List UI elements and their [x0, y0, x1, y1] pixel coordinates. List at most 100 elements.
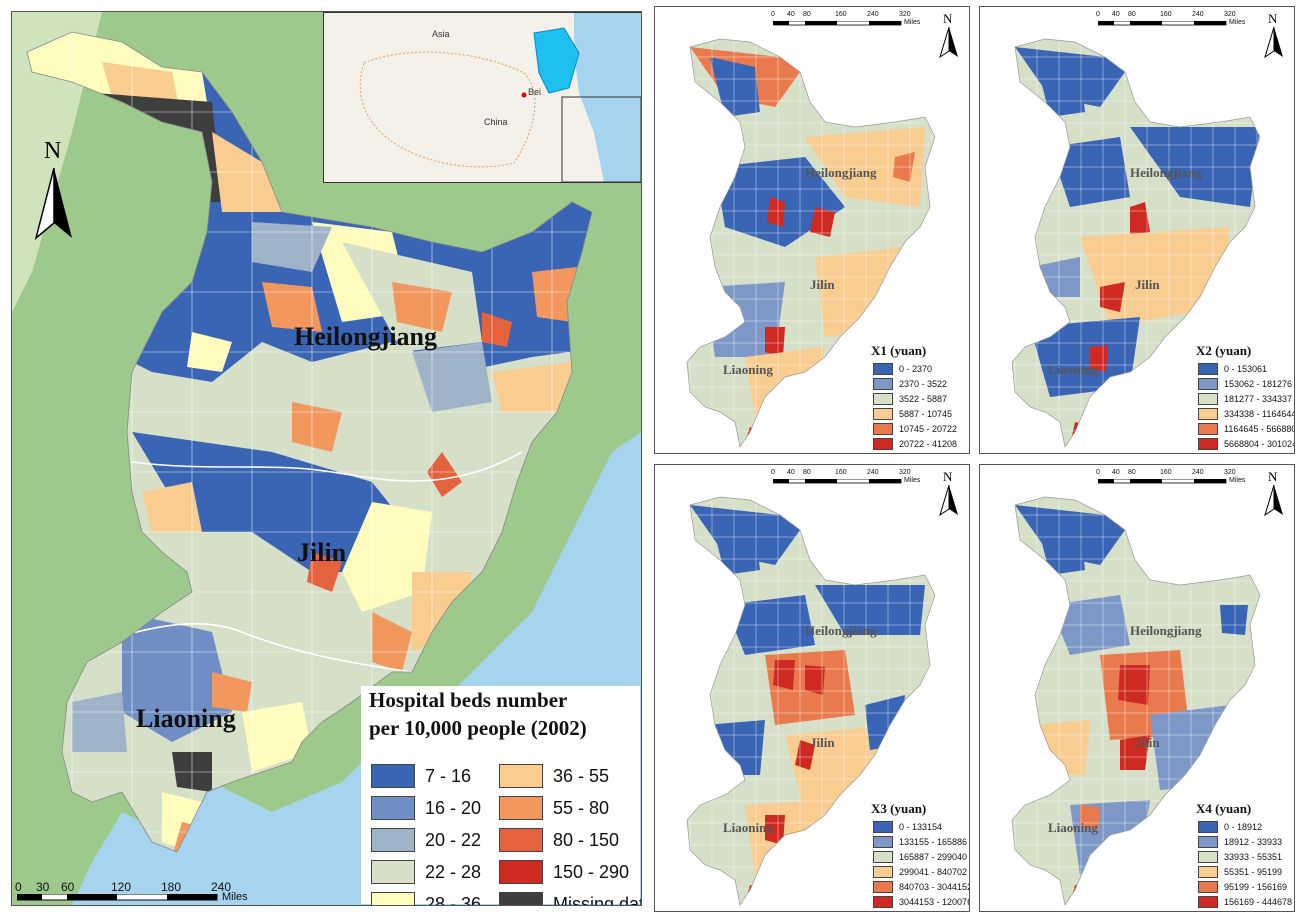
north-arrow-icon: N	[938, 11, 960, 61]
legend-class-row: 55 - 80	[499, 796, 609, 820]
district-patch	[1220, 605, 1248, 635]
legend-label: 16 - 20	[425, 797, 482, 818]
legend-swatch	[873, 851, 893, 863]
district-patch	[1120, 735, 1150, 770]
scale-unit: Miles	[904, 477, 921, 484]
study-area-outline	[686, 496, 936, 906]
small-legend-row: 840703 - 3044152	[873, 881, 970, 893]
district-patch	[767, 197, 785, 227]
legend-label: 3044153 - 12007666	[899, 897, 969, 907]
legend-label: 153062 - 181276	[1224, 379, 1293, 389]
scale-tick-label: 160	[835, 469, 847, 476]
legend-swatch	[1198, 393, 1218, 405]
scale-tick-label: 240	[867, 469, 879, 476]
small-legend-row: 5887 - 10745	[873, 408, 952, 420]
small-legend: X2 (yuan) 0 - 153061 153062 - 181276 181277…	[1176, 341, 1295, 451]
legend-swatch	[1198, 821, 1218, 833]
scale-tick-label: 80	[803, 11, 811, 18]
legend-swatch	[371, 796, 415, 820]
small-legend-row: 1164645 - 5668803	[1198, 423, 1294, 435]
small-legend-row: 95199 - 156169	[1198, 881, 1287, 893]
scale-tick-label: 0	[1096, 11, 1100, 18]
scale-tick-label: 0	[15, 880, 22, 894]
legend-label: 165887 - 299040	[899, 852, 968, 862]
small-legend-row: 0 - 2370	[873, 363, 932, 375]
small-legend-row: 181277 - 334337	[1198, 393, 1292, 405]
small-map-panel-x3: Heilongjiang Jilin Liaoning N 0 40 80 160 240 320…	[654, 464, 970, 912]
north-arrow-icon: N	[1263, 11, 1285, 61]
legend-label: 18912 - 33933	[1224, 837, 1283, 847]
small-legend-row: 165887 - 299040	[873, 851, 967, 863]
small-legend-row: 3044153 - 12007666	[873, 896, 969, 908]
small-legend-row: 0 - 133154	[873, 821, 942, 833]
small-legend-row: 299041 - 840702	[873, 866, 967, 878]
north-label: N	[44, 138, 62, 164]
scale-tick-label: 40	[787, 469, 795, 476]
legend-label: 334338 - 1164644	[1224, 409, 1295, 419]
small-scale-bar: 0 40 80 160 240 320 Miles	[771, 11, 933, 31]
region-label-jilin: Jilin	[810, 735, 835, 750]
scale-unit: Miles	[222, 891, 248, 903]
small-map-panel-x1: Heilongjiang Jilin Liaoning N 0 40 80 160 240 320…	[654, 6, 970, 454]
main-legend: Hospital beds number per 10,000 people (…	[361, 686, 641, 906]
legend-swatch	[1198, 408, 1218, 420]
region-label-heilongjiang: Heilongjiang	[1130, 165, 1202, 180]
small-legend-row: 153062 - 181276	[1198, 378, 1292, 390]
legend-swatch	[1198, 438, 1218, 450]
district-patch	[710, 515, 760, 575]
district-patch	[745, 347, 825, 417]
legend-swatch	[1198, 851, 1218, 863]
legend-label: 7 - 16	[425, 765, 472, 786]
district-patch	[1035, 57, 1085, 117]
legend-swatch	[499, 796, 543, 820]
region-label-heilongjiang: Heilongjiang	[805, 623, 877, 638]
legend-swatch	[873, 363, 893, 375]
legend-swatch	[873, 393, 893, 405]
small-legend-row: 10745 - 20722	[873, 423, 957, 435]
small-legend-row: 20722 - 41208	[873, 438, 957, 450]
legend-label: 28 - 36	[425, 893, 482, 906]
small-legend-row: 18912 - 33933	[1198, 836, 1282, 848]
region-label-liaoning: Liaoning	[723, 362, 773, 377]
inset-label-china: China	[484, 117, 508, 127]
small-legend: X1 (yuan) 0 - 2370 2370 - 3522 3522 - 5887 5…	[851, 341, 967, 451]
legend-label: 0 - 2370	[899, 364, 933, 374]
legend-swatch	[873, 408, 893, 420]
small-legend-row: 0 - 18912	[1198, 821, 1262, 833]
small-legend-title: X3 (yuan)	[871, 801, 927, 816]
inset-locator-map: Asia China Bei	[323, 12, 641, 183]
district-patch	[710, 57, 760, 117]
scale-unit: Miles	[1229, 19, 1246, 26]
scale-tick-label: 80	[1128, 11, 1136, 18]
legend-label: 55351 - 95199	[1224, 867, 1283, 877]
legend-class-row: 80 - 150	[499, 828, 619, 852]
region-label-heilongjiang: Heilongjiang	[1130, 623, 1202, 638]
legend-label: 840703 - 3044152	[899, 882, 970, 892]
small-legend-title: X2 (yuan)	[1196, 343, 1252, 358]
district-patch	[805, 665, 825, 695]
legend-swatch	[873, 836, 893, 848]
scale-tick-label: 320	[1224, 469, 1236, 476]
small-map-panel-x4: Heilongjiang Jilin Liaoning N 0 40 80 160 240 320…	[979, 464, 1295, 912]
scale-tick-label: 40	[1112, 469, 1120, 476]
district-patch	[810, 207, 835, 237]
scale-tick-label: 0	[1096, 469, 1100, 476]
legend-swatch	[1198, 378, 1218, 390]
small-legend: X3 (yuan) 0 - 133154 133155 - 165886 165887…	[851, 799, 970, 909]
scale-tick-label: 0	[771, 11, 775, 18]
small-scale-bar: 0 40 80 160 240 320 Miles	[1096, 469, 1258, 489]
legend-class-row: 22 - 28	[371, 860, 481, 884]
scale-tick-label: 240	[1192, 469, 1204, 476]
legend-swatch	[873, 896, 893, 908]
legend-label: 95199 - 156169	[1224, 882, 1288, 892]
small-legend-row: 334338 - 1164644	[1198, 408, 1295, 420]
legend-title-line2: per 10,000 people (2002)	[369, 716, 587, 740]
scale-tick-label: 40	[787, 11, 795, 18]
north-arrow-icon: N	[34, 138, 74, 241]
legend-swatch	[1198, 896, 1218, 908]
district-patch	[1080, 805, 1100, 830]
study-area-outline	[26, 31, 593, 853]
scale-unit: Miles	[1229, 477, 1246, 484]
district-patch	[1050, 137, 1130, 207]
small-legend-title: X1 (yuan)	[871, 343, 927, 358]
